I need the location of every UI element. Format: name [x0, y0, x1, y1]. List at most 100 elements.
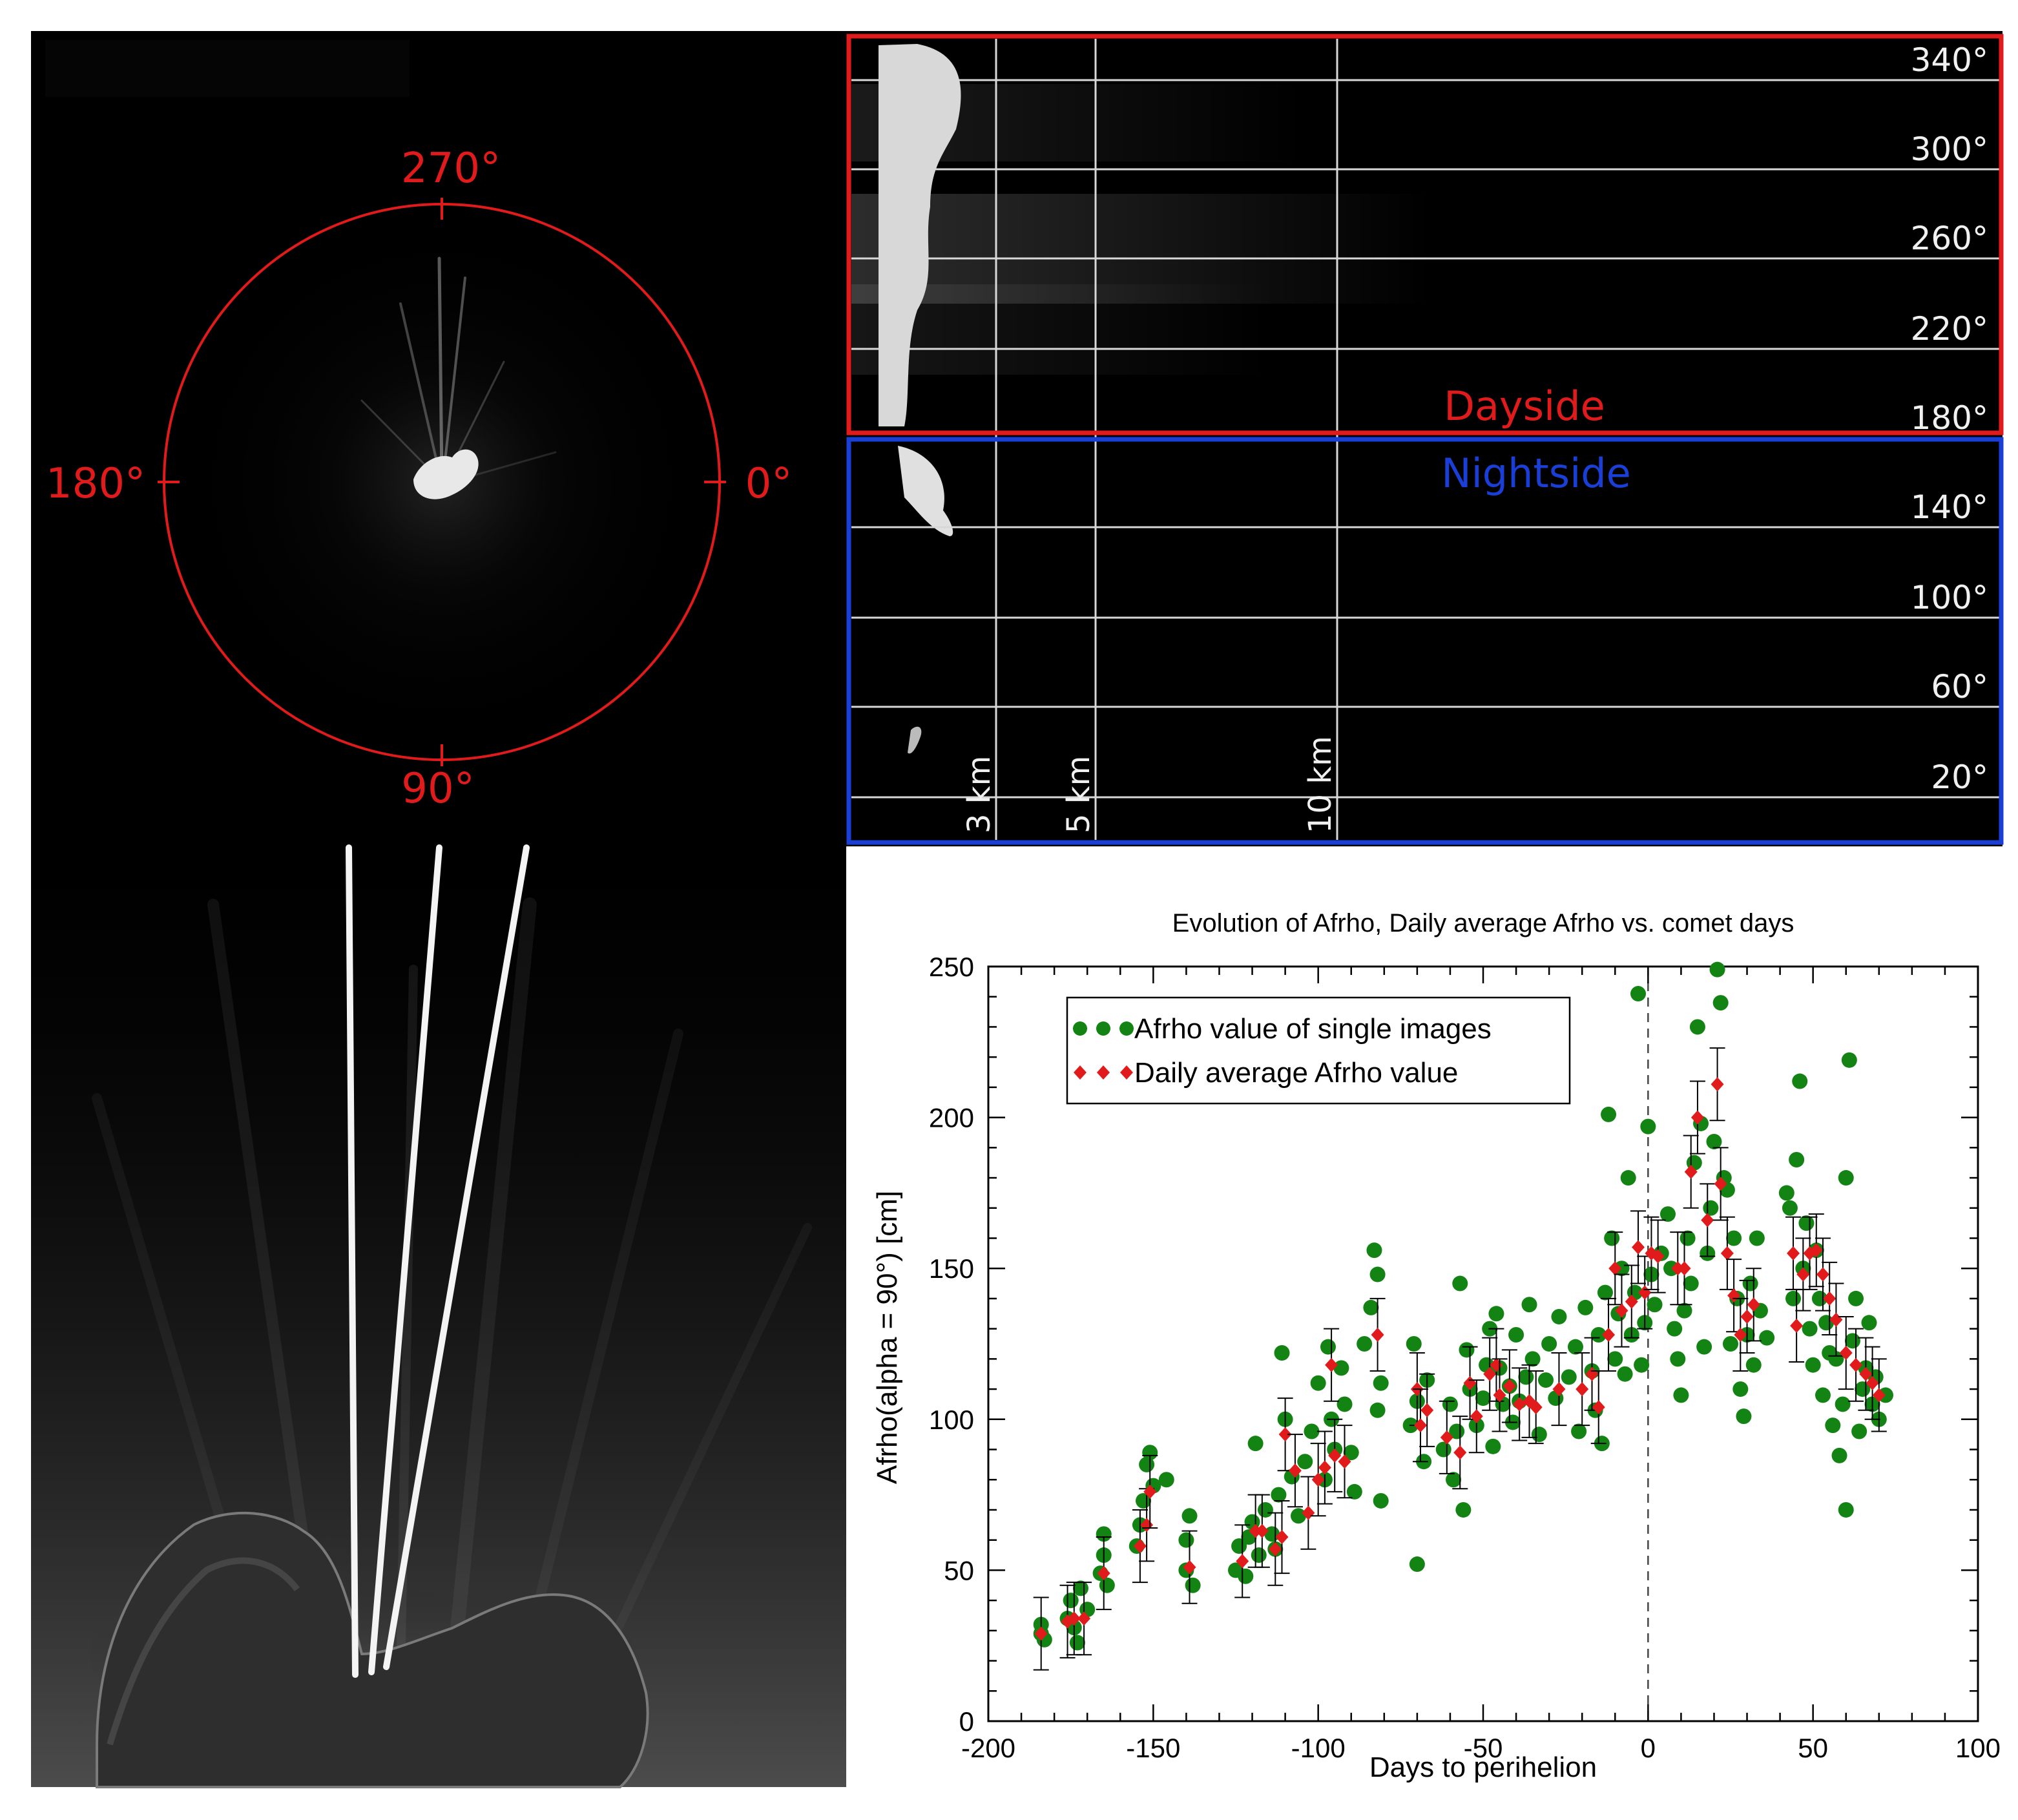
daily-average-point	[1690, 1110, 1704, 1125]
daily-average-point	[1714, 1177, 1727, 1191]
daily-average-point	[1183, 1560, 1196, 1574]
dayside-label: Dayside	[1444, 382, 1605, 430]
single-image-point	[1373, 1492, 1389, 1509]
daily-average-point	[1328, 1448, 1342, 1463]
single-image-point	[1099, 1577, 1115, 1593]
single-image-point	[1805, 1357, 1821, 1373]
single-image-point	[1851, 1423, 1867, 1439]
unwrap-distance-label: 3 km	[961, 756, 997, 833]
daily-average-point	[1632, 1240, 1645, 1255]
redacted-box	[45, 40, 410, 97]
unwrap-angle-label: 340°	[1911, 41, 1988, 79]
single-image-point	[1363, 1299, 1379, 1315]
single-image-point	[1446, 1472, 1462, 1488]
single-image-point	[1617, 1366, 1633, 1382]
polar-panel: 270° 180° 0° 90°	[31, 31, 846, 846]
single-image-point	[1630, 986, 1647, 1002]
single-image-point	[1459, 1342, 1475, 1358]
single-image-point	[1792, 1073, 1808, 1089]
daily-average-point	[1839, 1346, 1853, 1361]
single-image-point	[1063, 1593, 1079, 1609]
single-image-point	[1659, 1206, 1676, 1222]
daily-average-point	[1513, 1397, 1526, 1412]
single-image-point	[1670, 1351, 1686, 1367]
y-tick-label: 200	[929, 1103, 974, 1133]
single-image-point	[1706, 1133, 1722, 1149]
single-image-point	[1571, 1423, 1587, 1439]
single-image-point	[1551, 1308, 1567, 1324]
daily-average-point	[1371, 1327, 1384, 1342]
legend-label: Daily average Afrho value	[1134, 1057, 1458, 1089]
unwrap-distance-labels: 3 km 5 km 10 km	[961, 736, 1338, 833]
polar-label-270: 270°	[401, 145, 501, 193]
daily-average-point	[1701, 1213, 1714, 1228]
legend-label: Afrho value of single images	[1134, 1013, 1492, 1045]
daily-average-point	[1552, 1382, 1566, 1397]
daily-average-point	[1529, 1400, 1543, 1415]
legend-marker-diamond	[1074, 1065, 1087, 1080]
single-image-point	[1844, 1333, 1860, 1349]
daily-average-point	[1311, 1472, 1325, 1487]
x-tick-label: -150	[1126, 1733, 1180, 1763]
daily-average-point	[1671, 1261, 1685, 1276]
daily-average-point	[1236, 1554, 1249, 1569]
daily-average-point	[1278, 1427, 1292, 1442]
single-image-point	[1485, 1438, 1501, 1454]
single-image-point	[1802, 1321, 1818, 1337]
daily-average-point	[1275, 1530, 1289, 1545]
daily-average-point	[1470, 1409, 1483, 1424]
chart-axes: -200 -150 -100 -50 0 50 100 0 50 100 150 200 250	[929, 952, 2001, 1763]
polar-label-180: 180°	[46, 460, 145, 508]
y-tick-label: 250	[929, 952, 974, 982]
daily-average-point	[1608, 1261, 1622, 1276]
daily-average-point	[1796, 1267, 1810, 1282]
x-tick-label: -50	[1464, 1733, 1503, 1763]
single-image-point	[1634, 1357, 1650, 1373]
x-tick-label: 50	[1798, 1733, 1828, 1763]
single-image-point	[1640, 1118, 1656, 1135]
comet-nucleus-icon	[413, 449, 479, 499]
x-tick-label: -200	[961, 1733, 1015, 1763]
single-image-point	[1838, 1501, 1854, 1518]
daily-average-point	[1651, 1249, 1665, 1264]
single-image-point	[1647, 1297, 1663, 1313]
single-image-point	[1158, 1472, 1174, 1488]
single-image-point	[1369, 1266, 1386, 1282]
single-image-point	[1620, 1170, 1636, 1186]
single-image-point	[1274, 1345, 1290, 1361]
daily-average-point	[1483, 1366, 1497, 1381]
single-image-point	[1247, 1436, 1264, 1452]
daily-average-point	[1790, 1318, 1804, 1333]
single-image-point	[1818, 1315, 1835, 1331]
x-tick-label: -100	[1291, 1733, 1346, 1763]
single-image-point	[1343, 1445, 1359, 1461]
daily-average-point	[1734, 1327, 1747, 1342]
unwrap-angle-label: 20°	[1931, 758, 1988, 796]
single-image-point	[1409, 1556, 1425, 1573]
daily-average-point	[1440, 1430, 1453, 1445]
single-image-point	[1782, 1200, 1798, 1216]
single-image-point	[1304, 1423, 1320, 1439]
legend-box	[1066, 996, 1571, 1105]
single-image-point	[1607, 1351, 1623, 1367]
single-image-point	[1373, 1375, 1389, 1391]
daily-average-point	[1097, 1566, 1110, 1581]
chart-legend: Afrho value of single images Daily averag…	[1066, 996, 1571, 1105]
y-tick-label: 0	[959, 1706, 974, 1737]
daily-average-point	[1720, 1246, 1734, 1260]
daily-average-point	[1133, 1539, 1147, 1554]
single-image-point	[1732, 1381, 1749, 1397]
nucleus-limb-nightside	[898, 446, 953, 536]
nightside-frame	[846, 437, 2004, 845]
unwrap-angle-label: 140°	[1911, 488, 1988, 526]
daily-average-point	[1143, 1484, 1157, 1499]
single-image-point	[1561, 1369, 1577, 1385]
legend-marker-circle	[1096, 1021, 1110, 1036]
daily-average-point	[1325, 1357, 1338, 1372]
daily-average-point	[1420, 1403, 1434, 1417]
single-image-point	[1541, 1336, 1557, 1352]
single-image-point	[1320, 1339, 1336, 1355]
single-image-point	[1712, 995, 1729, 1011]
single-image-point	[1749, 1230, 1765, 1246]
